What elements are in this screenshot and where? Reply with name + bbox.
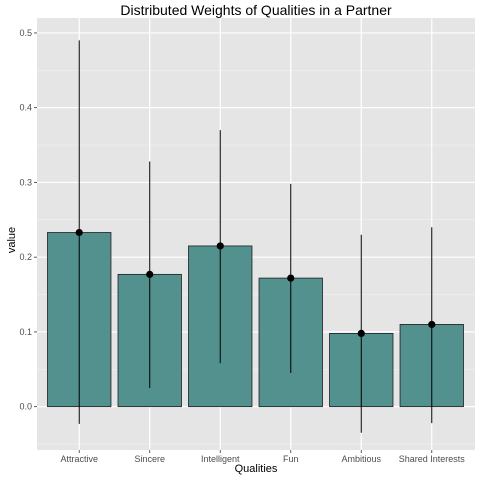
y-tick-label: 0.4 bbox=[19, 103, 32, 113]
mean-point bbox=[357, 329, 365, 338]
x-tick-label: Ambitious bbox=[342, 454, 382, 464]
y-tick-label: 0.5 bbox=[19, 28, 32, 38]
x-axis-title: Qualities bbox=[235, 463, 278, 475]
x-tick-label: Sincere bbox=[134, 454, 165, 464]
x-tick-label: Shared Interests bbox=[399, 454, 466, 464]
x-tick-label: Fun bbox=[283, 454, 299, 464]
x-tick-label: Intelligent bbox=[201, 454, 240, 464]
mean-point bbox=[287, 274, 295, 282]
y-tick-label: 0.2 bbox=[19, 252, 32, 262]
mean-point bbox=[75, 228, 83, 237]
y-tick-label: 0.0 bbox=[19, 402, 32, 412]
y-tick-label: 0.3 bbox=[19, 177, 32, 187]
mean-point bbox=[216, 242, 224, 250]
chart-title: Distributed Weights of Qualities in a Pa… bbox=[120, 2, 392, 18]
y-axis-ticks: 0.0 0.1 0.2 0.3 0.4 0.5 bbox=[19, 28, 37, 412]
points-layer bbox=[75, 228, 436, 338]
mean-point bbox=[428, 320, 436, 329]
x-axis-ticks: Attractive Sincere Intelligent Fun Ambitious… bbox=[60, 450, 465, 464]
mean-point bbox=[146, 270, 154, 278]
y-axis-title: value bbox=[6, 227, 18, 253]
y-tick-label: 0.1 bbox=[19, 327, 32, 337]
x-tick-label: Attractive bbox=[60, 454, 98, 464]
